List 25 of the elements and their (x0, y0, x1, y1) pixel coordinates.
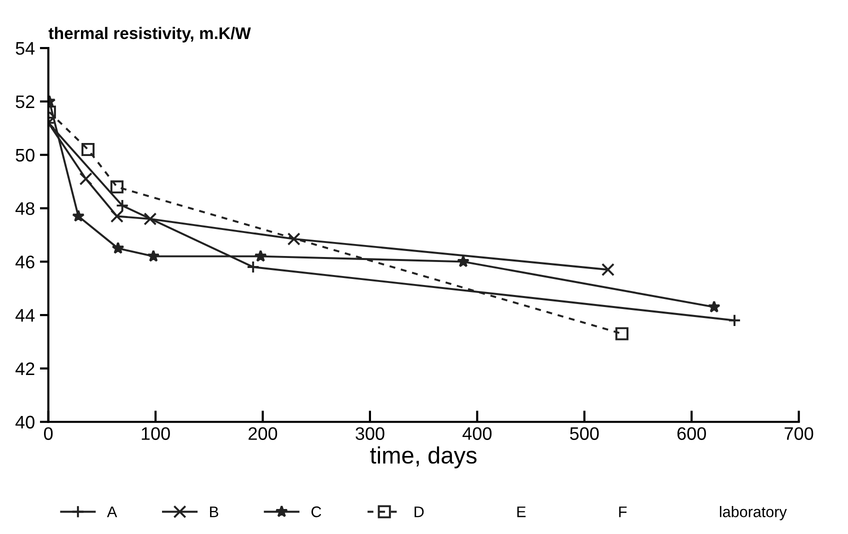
legend-label: B (210, 506, 218, 518)
x-tick-label: 300 (356, 427, 384, 440)
x-tick-label: 700 (784, 427, 814, 440)
legend-label: laboratory (720, 506, 787, 520)
y-tick-label: 44 (15, 309, 35, 322)
x-tick-label: 600 (677, 427, 706, 440)
y-tick-label: 52 (16, 95, 34, 108)
y-tick-label: 42 (15, 362, 34, 375)
y-axis-title: thermal resistivity, m.K/W (48, 26, 251, 42)
y-tick-label: 54 (16, 42, 35, 55)
legend-label: A (106, 506, 118, 518)
y-tick-label: 50 (16, 148, 34, 162)
x-tick-label: 200 (248, 427, 278, 440)
x-tick-label: 500 (570, 427, 599, 440)
x-tick-label: 0 (44, 427, 53, 440)
legend-label: D (414, 506, 424, 518)
x-axis-title: time, days (370, 446, 477, 468)
y-tick-label: 40 (15, 416, 34, 429)
x-tick-label: 400 (462, 427, 492, 440)
y-tick-label: 48 (15, 202, 34, 215)
y-tick-label: 46 (15, 256, 34, 268)
legend-label: C (311, 506, 322, 518)
legend-label: E (517, 506, 526, 518)
x-tick-label: 100 (142, 427, 170, 440)
legend-label: F (619, 506, 627, 518)
